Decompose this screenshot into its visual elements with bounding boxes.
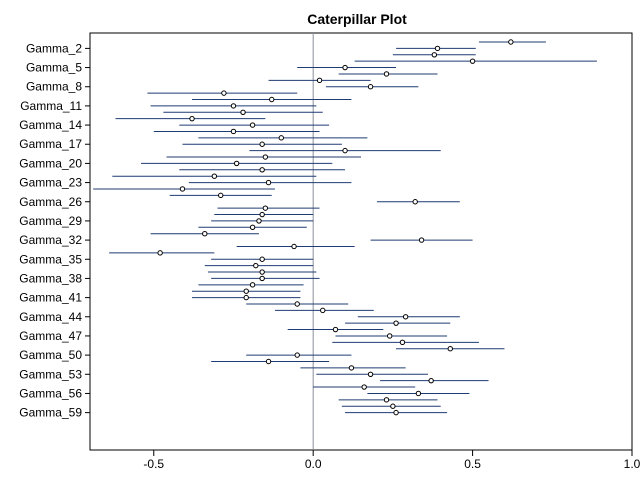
estimate-point (367, 371, 374, 377)
estimate-point (447, 346, 453, 352)
category-label: Gamma_29 (19, 214, 82, 228)
estimate-point (393, 320, 399, 326)
x-tick-label: 0.5 (464, 457, 481, 471)
category-label: Gamma_20 (19, 156, 82, 170)
category-label: Gamma_2 (26, 41, 82, 55)
estimate-point (265, 358, 272, 365)
estimate-point (383, 397, 390, 403)
category-label: Gamma_44 (19, 310, 82, 324)
estimate-point (415, 390, 422, 397)
estimate-point (393, 409, 399, 416)
estimate-point (431, 52, 438, 58)
estimate-point (508, 39, 514, 45)
estimate-point (320, 307, 326, 314)
estimate-point (157, 250, 163, 256)
category-label: Gamma_50 (19, 348, 82, 362)
estimate-point (469, 58, 476, 64)
estimate-point (259, 269, 265, 275)
estimate-point (230, 128, 237, 135)
category-label: Gamma_14 (19, 118, 82, 132)
category-label: Gamma_11 (20, 99, 82, 113)
category-label: Gamma_59 (19, 406, 82, 420)
category-label: Gamma_53 (19, 367, 82, 381)
estimate-point (390, 403, 396, 409)
category-label: Gamma_17 (19, 137, 82, 151)
estimate-point (294, 352, 300, 358)
estimate-point (367, 84, 374, 90)
estimate-point (259, 167, 265, 173)
estimate-point (233, 160, 240, 167)
estimate-point (256, 218, 262, 224)
category-label: Gamma_23 (19, 176, 82, 190)
estimate-point (278, 135, 284, 141)
estimate-point (316, 77, 323, 84)
category-label: Gamma_32 (19, 233, 82, 247)
estimate-point (240, 109, 246, 115)
estimate-point (418, 237, 425, 243)
estimate-point (253, 262, 259, 269)
estimate-point (221, 90, 227, 96)
estimate-point (179, 186, 186, 192)
estimate-point (412, 199, 418, 205)
estimate-point (332, 326, 339, 333)
estimate-point (249, 224, 256, 231)
estimate-point (243, 294, 249, 301)
estimate-point (243, 288, 249, 294)
estimate-point (259, 256, 265, 262)
estimate-point (262, 205, 269, 211)
x-tick-label: 1.0 (624, 457, 640, 471)
category-label: Gamma_41 (19, 291, 82, 305)
category-label: Gamma_47 (19, 329, 82, 343)
estimate-point (402, 314, 409, 320)
estimate-point (249, 282, 256, 288)
estimate-point (348, 365, 355, 371)
estimate-point (428, 377, 434, 384)
chart-title: Caterpillar Plot (307, 11, 407, 27)
x-tick-label: 0.0 (305, 457, 322, 471)
plot-area: -0.5 0.0 0.5 1.0 Gamma_2 Gamma_5 Gamma_8 Gamma_… (19, 32, 640, 471)
estimate-point (342, 147, 348, 154)
estimate-point (399, 339, 406, 346)
estimate-point (211, 173, 218, 179)
estimate-point (386, 333, 393, 339)
category-label: Gamma_38 (19, 271, 82, 285)
estimate-point (269, 96, 275, 103)
estimate-point (434, 45, 441, 52)
estimate-point (291, 243, 297, 250)
plot-frame (89, 32, 633, 451)
category-label: Gamma_8 (26, 80, 82, 94)
estimate-point (383, 71, 390, 77)
category-label: Gamma_26 (19, 195, 82, 209)
estimate-point (265, 179, 272, 186)
estimate-point (218, 192, 224, 199)
estimate-point (262, 154, 269, 160)
estimate-point (189, 115, 195, 122)
category-label: Gamma_35 (19, 252, 82, 266)
category-label: Gamma_56 (19, 386, 82, 400)
estimate-point (259, 141, 265, 147)
estimate-point (202, 231, 208, 237)
estimate-point (361, 384, 367, 390)
estimate-point (259, 275, 265, 282)
estimate-point (259, 211, 265, 218)
estimate-point (294, 301, 300, 307)
x-tick-label: -0.5 (143, 457, 164, 471)
estimate-point (230, 103, 237, 109)
estimate-point (249, 122, 256, 128)
estimate-point (342, 64, 348, 71)
category-label: Gamma_5 (26, 61, 82, 75)
